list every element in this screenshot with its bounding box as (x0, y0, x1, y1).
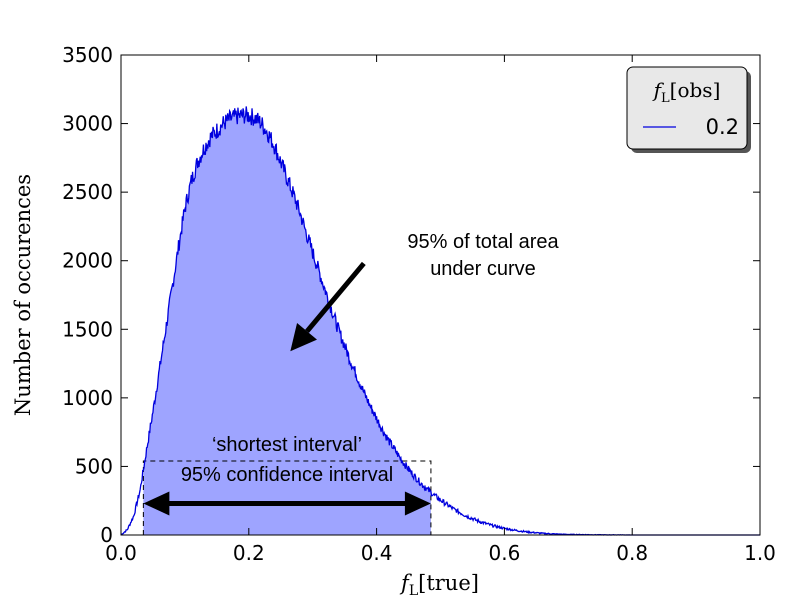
x-tick-label: 0.2 (233, 541, 265, 565)
y-axis-ticks: 0 500 1000 1500 2000 2500 3000 3500 (62, 43, 760, 547)
legend-label-0.2: 0.2 (706, 115, 739, 139)
y-tick-label: 3500 (62, 43, 113, 67)
x-tick-label: 0.6 (488, 541, 520, 565)
x-tick-label: 0.4 (361, 541, 393, 565)
x-axis-ticks: 0.0 0.2 0.4 0.6 0.8 1.0 (105, 55, 776, 565)
annotation-interval-line1: ‘shortest interval’ (212, 434, 362, 456)
arrow-area-line (305, 261, 366, 333)
legend: fL[obs] 0.2 (626, 66, 751, 153)
x-tick-label: 0.0 (105, 541, 137, 565)
y-tick-label: 1500 (62, 317, 113, 341)
y-tick-label: 2000 (62, 249, 113, 273)
y-tick-label: 3000 (62, 112, 113, 136)
annotation-interval-line2: 95% confidence interval (181, 464, 393, 486)
arrow-area-head (290, 322, 317, 352)
y-axis-label: Number of occurences (11, 174, 35, 416)
y-tick-label: 2500 (62, 180, 113, 204)
y-tick-label: 0 (100, 523, 113, 547)
legend-box (626, 66, 748, 150)
annotation-area-line1: 95% of total area (407, 231, 559, 253)
annotation-area-line2: under curve (430, 258, 536, 280)
arrow-interval-head-left (143, 491, 170, 516)
x-axis-label: fL[true] (399, 571, 479, 599)
plot-frame (120, 54, 761, 536)
x-tick-label: 1.0 (744, 541, 776, 565)
arrow-interval-head-right (404, 491, 431, 516)
x-tick-label: 0.8 (616, 541, 648, 565)
y-tick-label: 500 (75, 454, 113, 478)
shaded-interval-area (143, 106, 431, 535)
y-tick-label: 1000 (62, 386, 113, 410)
interval-box (142, 460, 432, 535)
